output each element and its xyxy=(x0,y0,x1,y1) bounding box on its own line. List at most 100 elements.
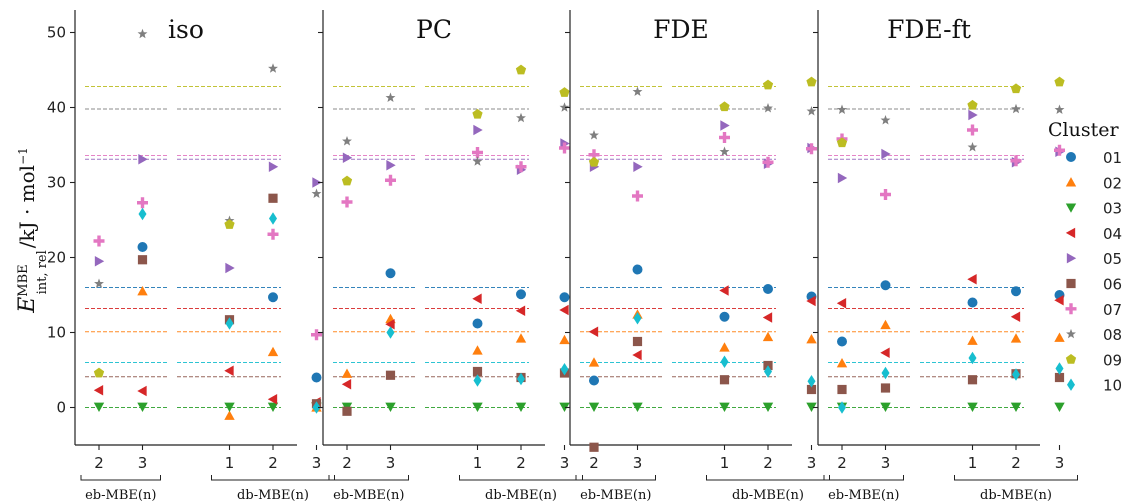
x-tick-label: 2 xyxy=(516,454,526,472)
group-label: eb-MBE(n) xyxy=(580,488,651,502)
x-tick-label: 2 xyxy=(837,454,847,472)
point-10 xyxy=(386,326,395,339)
point-10 xyxy=(473,374,482,387)
panel-title: PC xyxy=(416,15,452,44)
point-03 xyxy=(762,402,774,412)
x-tick-label: 3 xyxy=(138,454,148,472)
panel-pc: 2 3 1 2 3 eb-MBE(n) db-MBE(n) PC xyxy=(318,10,583,502)
point-06 xyxy=(472,366,483,377)
point-07 xyxy=(880,189,891,200)
legend-item-06: 06 xyxy=(1066,276,1122,294)
legend-marker-02 xyxy=(1065,177,1077,187)
point-02 xyxy=(806,334,817,344)
x-tick-label: 3 xyxy=(312,454,322,472)
point-09 xyxy=(93,367,105,378)
point-09 xyxy=(806,76,817,87)
group-label: eb-MBE(n) xyxy=(85,488,156,502)
point-07 xyxy=(311,329,322,341)
point-02 xyxy=(836,358,848,368)
point-10 xyxy=(633,312,642,325)
x-tick-label: 3 xyxy=(560,454,570,472)
point-10 xyxy=(560,363,569,376)
x-tick-label: 1 xyxy=(968,454,978,472)
point-08 xyxy=(342,136,352,146)
point-04 xyxy=(880,347,890,358)
point-02 xyxy=(880,319,891,330)
group-label: db-MBE(n) xyxy=(485,488,557,502)
point-03 xyxy=(137,402,148,412)
point-04 xyxy=(559,304,569,316)
point-03 xyxy=(1010,402,1022,412)
point-04 xyxy=(385,319,395,330)
point-07 xyxy=(93,235,105,247)
panels-layer: 0 10 20 30 40 50 2 3 1 2 3 eb-MBE(n) db-MBE(n) iso 2 3 1… xyxy=(47,10,1078,502)
point-01 xyxy=(559,292,570,303)
y-tick-label: 30 xyxy=(47,174,66,192)
group-label: db-MBE(n) xyxy=(732,488,804,502)
legend-item-02: 02 xyxy=(1065,174,1122,192)
point-04 xyxy=(341,379,352,390)
point-04 xyxy=(719,285,729,296)
point-06 xyxy=(806,384,817,395)
point-07 xyxy=(719,132,730,143)
ylabel-units-exp: −1 xyxy=(16,147,30,165)
point-03 xyxy=(224,402,235,412)
point-03 xyxy=(880,402,891,412)
legend-label: 05 xyxy=(1103,250,1122,268)
point-05 xyxy=(968,109,978,121)
legend-marker-09 xyxy=(1065,354,1077,364)
point-07 xyxy=(559,142,570,154)
legend-item-03: 03 xyxy=(1065,200,1122,218)
panel-title: FDE-ft xyxy=(887,15,971,44)
point-09 xyxy=(224,219,235,229)
legend-marker-10 xyxy=(1067,378,1075,391)
point-08 xyxy=(806,106,817,116)
point-08 xyxy=(385,92,396,102)
x-tick-label: 1 xyxy=(473,454,483,472)
point-07 xyxy=(137,197,148,209)
point-10 xyxy=(312,401,321,414)
point-10 xyxy=(1055,362,1064,375)
point-09 xyxy=(515,64,527,75)
x-tick-label: 2 xyxy=(268,454,278,472)
point-01 xyxy=(837,336,847,347)
point-07 xyxy=(806,143,817,155)
point-02 xyxy=(588,357,600,367)
panel-fde: 2 3 1 2 3 eb-MBE(n) db-MBE(n) FDE xyxy=(565,10,830,502)
point-09 xyxy=(719,101,730,112)
y-tick-label: 40 xyxy=(47,99,66,117)
point-09 xyxy=(1010,83,1022,94)
point-01 xyxy=(632,264,643,275)
point-04 xyxy=(632,349,642,361)
point-03 xyxy=(632,402,643,412)
point-02 xyxy=(719,342,730,352)
group-label: eb-MBE(n) xyxy=(333,488,404,502)
group-bracket xyxy=(575,475,656,481)
legend-label: 01 xyxy=(1103,149,1122,167)
point-08 xyxy=(472,156,483,166)
legend-item-10: 10 xyxy=(1067,377,1122,395)
point-02 xyxy=(515,333,527,343)
legend-marker-08 xyxy=(1066,328,1076,339)
point-05 xyxy=(881,148,891,160)
point-08 xyxy=(719,146,730,156)
point-07 xyxy=(632,190,643,202)
x-tick-label: 2 xyxy=(763,454,773,472)
point-01 xyxy=(1011,286,1021,297)
point-10 xyxy=(225,317,234,330)
point-03 xyxy=(806,402,817,412)
point-04 xyxy=(137,385,147,397)
point-01 xyxy=(472,318,483,329)
point-07 xyxy=(515,161,527,173)
legend-item-08: 08 xyxy=(1066,326,1122,344)
point-09 xyxy=(1054,76,1065,87)
x-tick-label: 1 xyxy=(225,454,235,472)
point-02 xyxy=(559,334,570,345)
legend-label: 10 xyxy=(1103,377,1122,395)
point-08 xyxy=(967,142,978,152)
point-04 xyxy=(836,298,847,309)
point-04 xyxy=(762,312,773,323)
x-tick-label: 3 xyxy=(881,454,891,472)
